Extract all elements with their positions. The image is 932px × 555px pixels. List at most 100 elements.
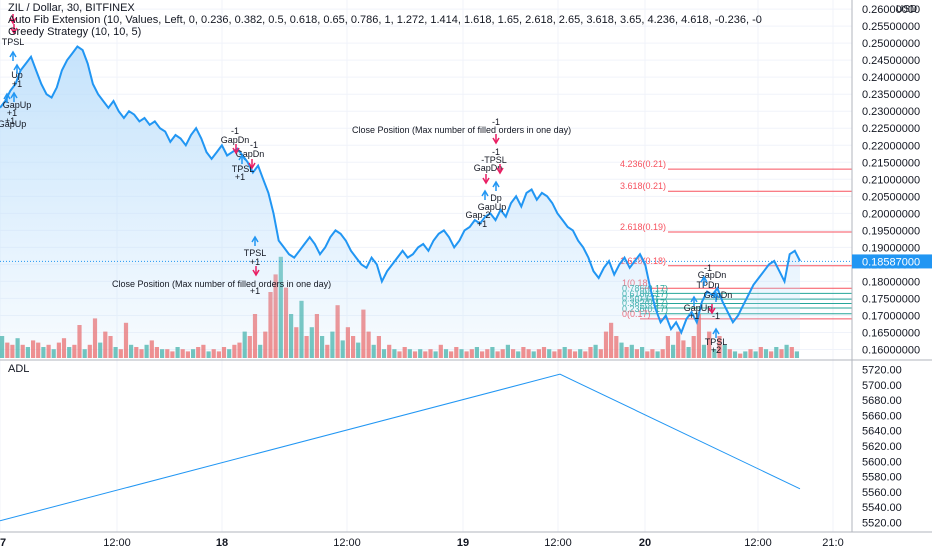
price-tick-label: 0.19500000: [862, 225, 920, 237]
time-tick-label: 12:00: [544, 537, 572, 549]
trade-label: TPDn: [696, 280, 719, 290]
price-tick-label: 0.20500000: [862, 191, 920, 203]
price-tick-label: 0.26000000: [862, 4, 920, 16]
trade-label: Gap-2: [465, 210, 490, 220]
price-tick-label: 0.24000000: [862, 72, 920, 84]
price-axis-bg: [852, 0, 932, 550]
time-tick-label: 18: [216, 537, 228, 549]
long-arrow-icon: [700, 275, 708, 283]
trade-label: +1: [7, 108, 17, 118]
chart-title[interactable]: ZIL / Dollar, 30, BITFINEX: [8, 2, 135, 14]
long-arrow-icon: [690, 295, 698, 303]
long-arrow-icon: [238, 153, 246, 161]
adl-line: [0, 373, 801, 522]
trade-label: GapDn: [698, 270, 727, 280]
adl-tick-label: 5700.00: [862, 380, 902, 392]
long-arrow-icon: [481, 189, 489, 197]
short-arrow-icon: [9, 17, 17, 25]
price-tick-label: 0.16000000: [862, 344, 920, 356]
long-arrow-icon: [3, 92, 11, 100]
adl-tick-label: 5560.00: [862, 487, 902, 499]
adl-tick-label: 5680.00: [862, 395, 902, 407]
adl-tick-label: 5600.00: [862, 456, 902, 468]
indicator-fib-extension[interactable]: Auto Fib Extension (10, Values, Left, 0,…: [8, 14, 762, 26]
price-tick-label: 0.25500000: [862, 21, 920, 33]
price-area: [0, 46, 800, 358]
trade-label: Up: [11, 70, 23, 80]
short-arrow-icon: [232, 147, 240, 155]
adl-label: ADL: [8, 363, 29, 375]
long-arrow-icon: [10, 91, 18, 99]
trade-label: GapUp: [0, 119, 26, 129]
price-tick-label: 0.23000000: [862, 106, 920, 118]
price-tick-label: 0.20000000: [862, 208, 920, 220]
long-arrow-icon: [251, 235, 259, 243]
trade-label: GapUp: [684, 303, 713, 313]
indicator-greedy-strategy[interactable]: Greedy Strategy (10, 10, 5): [8, 26, 142, 38]
price-tick-label: 0.23500000: [862, 89, 920, 101]
price-tick-label: 0.17500000: [862, 293, 920, 305]
long-arrow-icon: [712, 291, 720, 299]
trade-label: -1: [231, 126, 239, 136]
trade-markers: Close Position (Max number of filled ord…: [0, 14, 732, 355]
short-arrow-icon: [10, 27, 18, 35]
adl-tick-label: 5720.00: [862, 365, 902, 377]
price-tick-label: 0.18000000: [862, 276, 920, 288]
adl-tick-label: 5620.00: [862, 441, 902, 453]
close-position-label: Close Position (Max number of filled ord…: [112, 279, 331, 289]
trade-label: TPSL: [705, 337, 728, 347]
trade-label: -1: [492, 117, 500, 127]
adl-tick-label: 5540.00: [862, 502, 902, 514]
trade-label: -1: [712, 311, 720, 321]
time-tick-label: 12:00: [333, 537, 361, 549]
trade-label: TPSL: [232, 164, 255, 174]
short-arrow-icon: [708, 307, 716, 315]
fib-level-label: 3.618(0.21): [620, 181, 666, 191]
price-tick-label: 0.16500000: [862, 327, 920, 339]
price-tick-label: 0.17000000: [862, 310, 920, 322]
short-arrow-icon: [248, 162, 256, 170]
price-tick-label: 0.19000000: [862, 242, 920, 254]
trade-label: +1: [477, 219, 487, 229]
close-position-label: Close Position (Max number of filled ord…: [352, 125, 571, 135]
trade-label: +1: [235, 172, 245, 182]
currency-label: USD: [896, 4, 917, 15]
time-tick-label: 21:0: [822, 537, 843, 549]
price-tick-label: 0.21000000: [862, 174, 920, 186]
trade-label: +2: [711, 345, 721, 355]
last-price-label: 0.18587000: [862, 256, 920, 268]
trade-label: -1: [704, 263, 712, 273]
long-arrow-icon: [9, 50, 17, 58]
adl-tick-label: 5660.00: [862, 410, 902, 422]
adl-pane: ADL: [0, 363, 801, 522]
trade-label: +1: [250, 257, 260, 267]
trade-label: GapDn: [236, 149, 265, 159]
trade-label: -1: [250, 140, 258, 150]
price-tick-label: 0.22500000: [862, 123, 920, 135]
long-arrow-icon: [712, 327, 720, 335]
long-arrow-icon: [492, 180, 500, 188]
time-tick-label: 19: [457, 537, 469, 549]
trade-label: +1: [250, 286, 260, 296]
price-tick-label: 0.25000000: [862, 38, 920, 50]
trade-label: +1: [5, 116, 15, 126]
trade-label: -TPSL: [481, 155, 507, 165]
trade-label: +1: [12, 79, 22, 89]
trade-label: GapDn: [221, 135, 250, 145]
trade-label: TPSL: [2, 37, 25, 47]
adl-tick-label: 5520.00: [862, 517, 902, 529]
trade-label: GapDn: [474, 163, 503, 173]
short-arrow-icon: [252, 269, 260, 277]
fib-level-label: 2.618(0.19): [620, 222, 666, 232]
last-price-badge: [852, 254, 932, 269]
price-line: [0, 45, 801, 335]
price-series: [0, 45, 852, 358]
adl-tick-label: 5580.00: [862, 472, 902, 484]
adl-tick-label: 5640.00: [862, 426, 902, 438]
trade-label: +1: [689, 311, 699, 321]
trade-label: TPSL: [244, 248, 267, 258]
price-tick-label: 0.22000000: [862, 140, 920, 152]
